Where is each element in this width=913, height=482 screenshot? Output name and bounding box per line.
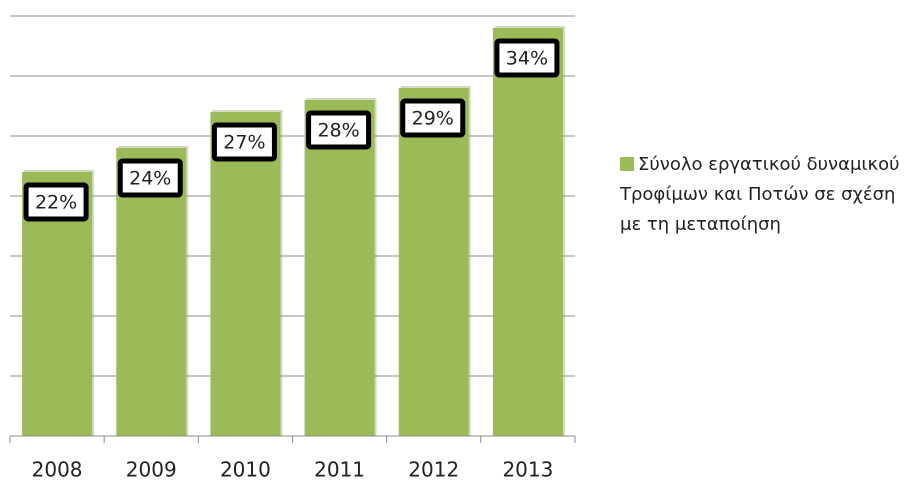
legend-swatch: [620, 157, 634, 171]
bar: [304, 100, 375, 436]
data-label: 24%: [129, 168, 171, 190]
x-tick-label: 2010: [220, 458, 271, 482]
legend: Σύνολο εργατικού δυναμικού Τροφίμων και …: [620, 150, 905, 240]
data-label-box: [306, 110, 372, 150]
bar: [398, 88, 469, 436]
x-tick-label: 2008: [32, 458, 83, 482]
data-label: 29%: [412, 108, 454, 130]
data-label-box: [23, 182, 89, 222]
x-tick-label: 2009: [126, 458, 177, 482]
data-label: 28%: [317, 120, 359, 142]
x-tick-label: 2011: [314, 458, 365, 482]
data-label-box: [117, 158, 183, 198]
data-label-box: [400, 98, 466, 138]
data-label-box: [211, 122, 277, 162]
data-label: 27%: [223, 132, 265, 154]
bar: [210, 112, 281, 436]
x-tick-label: 2012: [408, 458, 459, 482]
bar: [492, 28, 563, 436]
data-label: 34%: [506, 48, 548, 70]
data-label-box: [494, 38, 560, 78]
x-tick-label: 2013: [502, 458, 553, 482]
data-label: 22%: [35, 192, 77, 214]
legend-label: Σύνολο εργατικού δυναμικού Τροφίμων και …: [620, 154, 900, 235]
